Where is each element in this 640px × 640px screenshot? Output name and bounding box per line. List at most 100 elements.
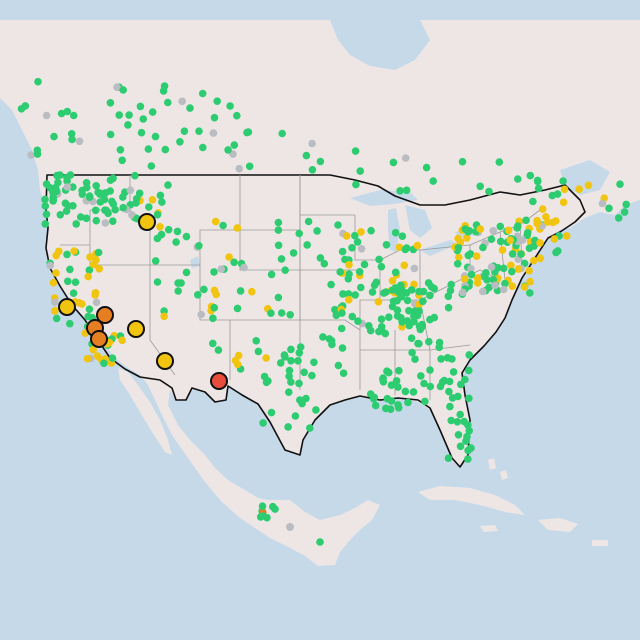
sensor-marker-good[interactable] <box>397 314 405 322</box>
sensor-marker-good[interactable] <box>438 378 447 386</box>
sensor-marker-good[interactable] <box>174 287 182 295</box>
sensor-marker-good[interactable] <box>278 129 287 138</box>
sensor-marker-good[interactable] <box>522 216 530 225</box>
sensor-marker-no-data[interactable] <box>126 186 135 194</box>
sensor-marker-good[interactable] <box>447 280 456 289</box>
sensor-marker-good[interactable] <box>334 361 343 370</box>
sensor-marker-good[interactable] <box>267 408 276 417</box>
sensor-marker-no-data[interactable] <box>92 298 101 307</box>
sensor-marker-good[interactable] <box>393 296 401 305</box>
sensor-marker-good[interactable] <box>392 377 401 385</box>
sensor-marker-good[interactable] <box>67 130 76 138</box>
sensor-marker-good[interactable] <box>411 307 419 315</box>
sensor-marker-moderate[interactable] <box>560 185 569 194</box>
sensor-marker-good[interactable] <box>92 182 100 190</box>
sensor-marker-good[interactable] <box>164 225 173 234</box>
sensor-marker-good[interactable] <box>620 208 629 216</box>
sensor-marker-good[interactable] <box>360 260 369 269</box>
sensor-marker-no-data[interactable] <box>46 261 54 270</box>
sensor-marker-good[interactable] <box>461 375 469 384</box>
sensor-marker-good[interactable] <box>69 111 78 120</box>
sensor-marker-large-moderate[interactable] <box>156 352 174 370</box>
sensor-marker-good[interactable] <box>210 268 218 276</box>
sensor-marker-good[interactable] <box>479 243 487 252</box>
sensor-marker-good[interactable] <box>336 268 345 276</box>
sensor-marker-moderate[interactable] <box>536 254 544 263</box>
sensor-marker-good[interactable] <box>259 419 267 427</box>
sensor-marker-good[interactable] <box>351 147 360 155</box>
sensor-marker-good[interactable] <box>213 97 221 105</box>
sensor-marker-good[interactable] <box>85 193 94 201</box>
sensor-marker-good[interactable] <box>209 314 217 323</box>
sensor-marker-good[interactable] <box>195 242 203 250</box>
sensor-marker-good[interactable] <box>534 184 543 193</box>
sensor-marker-good[interactable] <box>281 266 290 275</box>
sensor-marker-good[interactable] <box>386 405 395 414</box>
sensor-marker-good[interactable] <box>366 326 375 335</box>
sensor-marker-good[interactable] <box>370 281 379 290</box>
sensor-marker-good[interactable] <box>233 111 241 120</box>
sensor-marker-good[interactable] <box>462 437 470 445</box>
sensor-marker-good[interactable] <box>351 231 359 240</box>
sensor-marker-good[interactable] <box>501 279 509 288</box>
sensor-marker-good[interactable] <box>508 250 517 258</box>
sensor-marker-good[interactable] <box>230 258 238 267</box>
sensor-marker-good[interactable] <box>308 166 317 174</box>
sensor-marker-good[interactable] <box>424 279 433 287</box>
sensor-marker-good[interactable] <box>199 143 207 152</box>
sensor-marker-good[interactable] <box>198 89 207 98</box>
sensor-marker-good[interactable] <box>401 387 410 396</box>
sensor-marker-good[interactable] <box>94 188 102 197</box>
sensor-marker-moderate[interactable] <box>463 234 471 242</box>
sensor-marker-good[interactable] <box>464 421 472 429</box>
sensor-marker-good[interactable] <box>553 190 562 198</box>
sensor-marker-good[interactable] <box>366 390 375 398</box>
sensor-marker-moderate[interactable] <box>83 354 92 363</box>
sensor-marker-good[interactable] <box>426 366 434 374</box>
sensor-marker-good[interactable] <box>245 162 254 171</box>
sensor-marker-large-unhealthy-sensitive[interactable] <box>96 306 114 324</box>
sensor-marker-good[interactable] <box>523 229 532 237</box>
sensor-marker-good[interactable] <box>465 427 474 435</box>
sensor-marker-good[interactable] <box>456 442 465 451</box>
sensor-marker-large-unhealthy[interactable] <box>210 372 228 390</box>
sensor-marker-moderate[interactable] <box>345 296 353 304</box>
sensor-marker-no-data[interactable] <box>27 151 35 159</box>
sensor-marker-no-data[interactable] <box>458 288 467 297</box>
sensor-marker-good[interactable] <box>63 107 72 116</box>
sensor-marker-no-data[interactable] <box>75 137 84 146</box>
sensor-marker-good[interactable] <box>296 396 304 404</box>
sensor-marker-good[interactable] <box>269 502 277 511</box>
sensor-marker-good[interactable] <box>148 108 157 116</box>
sensor-marker-good[interactable] <box>108 354 117 363</box>
sensor-marker-good[interactable] <box>310 358 318 367</box>
sensor-marker-good[interactable] <box>430 284 439 293</box>
sensor-marker-good[interactable] <box>85 305 94 314</box>
sensor-marker-good[interactable] <box>258 502 267 511</box>
sensor-marker-moderate[interactable] <box>262 354 270 362</box>
sensor-marker-good[interactable] <box>125 111 133 119</box>
sensor-marker-good[interactable] <box>219 221 227 230</box>
sensor-marker-good[interactable] <box>529 197 537 206</box>
sensor-marker-good[interactable] <box>49 195 58 204</box>
sensor-marker-good[interactable] <box>415 287 423 296</box>
sensor-marker-moderate[interactable] <box>550 235 559 243</box>
sensor-marker-good[interactable] <box>339 369 348 378</box>
sensor-marker-good[interactable] <box>164 181 172 189</box>
sensor-marker-good[interactable] <box>465 394 473 403</box>
sensor-marker-no-data[interactable] <box>217 265 226 273</box>
sensor-marker-good[interactable] <box>308 371 316 380</box>
sensor-marker-good[interactable] <box>526 289 534 297</box>
sensor-marker-good[interactable] <box>379 378 388 386</box>
sensor-marker-good[interactable] <box>224 146 232 154</box>
sensor-marker-good[interactable] <box>508 267 516 276</box>
sensor-marker-good[interactable] <box>41 202 50 210</box>
sensor-marker-moderate[interactable] <box>498 246 507 254</box>
sensor-marker-good[interactable] <box>194 291 202 299</box>
sensor-marker-good[interactable] <box>385 368 393 377</box>
sensor-marker-moderate[interactable] <box>395 243 404 252</box>
sensor-marker-good[interactable] <box>274 293 283 302</box>
sensor-marker-no-data[interactable] <box>467 265 475 273</box>
sensor-marker-no-data[interactable] <box>178 97 186 106</box>
sensor-marker-good[interactable] <box>78 190 87 198</box>
